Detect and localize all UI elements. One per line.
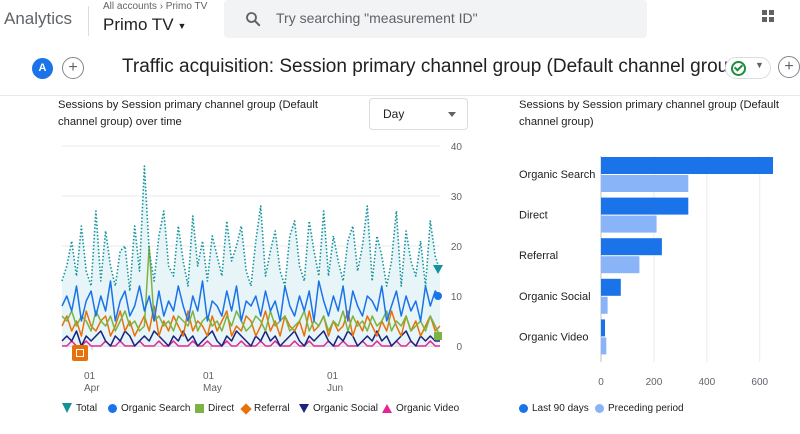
status-badge[interactable]: ▼ <box>725 57 771 79</box>
apps-grid-icon[interactable] <box>762 10 780 28</box>
search-bar[interactable]: Try searching "measurement ID" <box>224 0 647 38</box>
category-label: Direct <box>519 210 548 222</box>
y-tick-label: 10 <box>451 292 463 303</box>
bar-last-90-days-organic-social <box>601 278 621 296</box>
granularity-select[interactable]: Day <box>369 98 468 130</box>
bar-chart-legend: Last 90 days Preceding period <box>519 403 719 417</box>
dot-icon <box>108 404 117 413</box>
bar-last-90-days-organic-search <box>601 157 773 174</box>
triangle-down-icon <box>299 404 309 413</box>
legend-item-referral[interactable]: Referral <box>240 403 290 415</box>
bar-chart-title-line2: channel group) <box>519 116 594 128</box>
legend-item-preceding-period[interactable]: Preceding period <box>595 403 684 414</box>
line-chart-title: Sessions by Session primary channel grou… <box>58 97 318 131</box>
dot-icon <box>519 404 528 413</box>
square-icon <box>195 404 204 413</box>
triangle-up-icon <box>382 404 392 413</box>
legend-item-last-90-days[interactable]: Last 90 days <box>519 403 589 414</box>
add-comparison-button[interactable]: + <box>62 57 84 79</box>
y-tick-label: 30 <box>451 192 463 203</box>
chevron-down-icon <box>448 112 456 117</box>
legend-label: Last 90 days <box>532 403 589 414</box>
property-selector[interactable]: Primo TV ▼ <box>103 15 186 35</box>
caret-down-icon: ▼ <box>177 20 187 31</box>
x-tick-label: Jun <box>327 383 343 394</box>
search-input[interactable]: Try searching "measurement ID" <box>276 10 478 26</box>
bar-chart-card <box>500 96 800 434</box>
bar-last-90-days-direct <box>601 197 689 215</box>
bar-chart-title: Sessions by Session primary channel grou… <box>519 97 779 131</box>
category-label: Organic Video <box>519 331 589 343</box>
page-title: Traffic acquisition: Session primary cha… <box>122 56 746 77</box>
line-chart-legend: Total Organic Search Direct Referral Org… <box>62 403 482 417</box>
bar-last-90-days-referral <box>601 238 662 256</box>
category-label: Organic Social <box>519 291 591 303</box>
x-tick-label: 200 <box>646 377 663 388</box>
legend-item-direct[interactable]: Direct <box>195 403 234 414</box>
bar-preceding-period-organic-video <box>601 337 607 355</box>
report-header: A + Traffic acquisition: Session primary… <box>0 44 800 96</box>
pin-icon <box>62 403 72 413</box>
x-tick-label: 600 <box>751 377 768 388</box>
end-marker-direct <box>434 332 442 340</box>
x-tick-label: 01 <box>327 371 339 382</box>
bar-last-90-days-organic-video <box>601 319 605 337</box>
legend-item-organic-social[interactable]: Organic Social <box>299 403 378 414</box>
bar-preceding-period-direct <box>601 215 657 233</box>
breadcrumb[interactable]: All accounts › Primo TV <box>103 1 208 12</box>
property-name: Primo TV <box>103 15 174 34</box>
legend-label: Referral <box>254 403 290 414</box>
series-line-direct <box>61 245 441 337</box>
dot-icon <box>595 404 604 413</box>
x-tick-label: 01 <box>203 371 215 382</box>
x-tick-label: 400 <box>699 377 716 388</box>
category-label: Referral <box>519 250 558 262</box>
annotation-marker-icon[interactable] <box>72 345 88 361</box>
top-bar: Analytics All accounts › Primo TV Primo … <box>0 0 800 44</box>
legend-item-organic-search[interactable]: Organic Search <box>108 403 190 414</box>
line-chart-title-line1: Sessions by Session primary channel grou… <box>58 99 318 111</box>
bar-chart-title-line1: Sessions by Session primary channel grou… <box>519 99 779 111</box>
y-tick-label: 0 <box>456 342 462 353</box>
legend-item-total[interactable]: Total <box>62 403 97 414</box>
legend-label: Total <box>76 403 98 414</box>
divider <box>88 6 89 36</box>
bar-preceding-period-referral <box>601 256 640 274</box>
avatar[interactable]: A <box>32 58 53 79</box>
y-tick-label: 20 <box>451 242 463 253</box>
x-tick-label: Apr <box>84 383 100 394</box>
legend-label: Preceding period <box>608 403 684 414</box>
granularity-value: Day <box>383 107 405 121</box>
y-tick-label: 40 <box>451 142 463 153</box>
end-marker-total <box>433 265 443 274</box>
x-tick-label: May <box>203 383 222 394</box>
line-chart-title-line2: channel group) over time <box>58 116 182 128</box>
search-icon <box>246 12 261 27</box>
chevron-down-icon: ▼ <box>755 60 764 70</box>
legend-label: Direct <box>208 403 235 414</box>
x-tick-label: 0 <box>598 377 604 388</box>
x-tick-label: 01 <box>84 371 96 382</box>
legend-item-organic-video[interactable]: Organic Video <box>382 403 459 414</box>
legend-label: Organic Search <box>121 403 191 414</box>
end-marker-organic-search <box>434 292 442 300</box>
series-line-referral <box>61 305 441 337</box>
app-name[interactable]: Analytics <box>4 9 73 28</box>
legend-label: Organic Social <box>313 403 379 414</box>
bar-preceding-period-organic-search <box>601 175 689 192</box>
legend-label: Organic Video <box>396 403 460 414</box>
bar-preceding-period-organic-social <box>601 296 608 314</box>
category-label: Organic Search <box>519 169 595 181</box>
add-card-button[interactable]: + <box>778 56 800 78</box>
series-line-organic-search <box>61 280 441 322</box>
check-circle-icon <box>731 61 746 76</box>
